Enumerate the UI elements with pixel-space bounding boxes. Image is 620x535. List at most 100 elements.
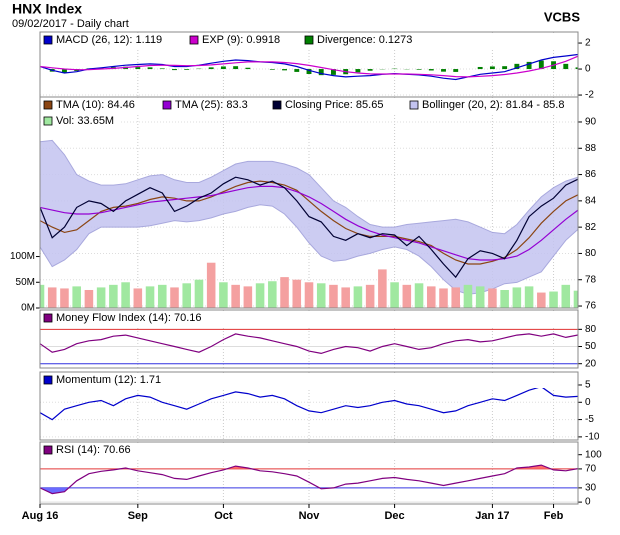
plot-area bbox=[40, 372, 578, 440]
legend-swatch bbox=[189, 35, 199, 45]
volume-bar bbox=[463, 284, 473, 308]
volume-bar bbox=[353, 286, 363, 308]
y-tick-label: 76 bbox=[585, 301, 597, 312]
y-tick-label: 30 bbox=[585, 483, 597, 494]
y-tick-label: 5 bbox=[585, 380, 591, 391]
legend-bg bbox=[41, 373, 577, 388]
y-tick-label: 82 bbox=[585, 222, 597, 233]
volume-bar bbox=[500, 289, 509, 308]
volume-bar bbox=[537, 292, 546, 308]
legend-label: Bollinger (20, 2): 81.84 - 85.8 bbox=[422, 99, 564, 111]
y-tick-label: 80 bbox=[585, 248, 597, 259]
legend-label: TMA (25): 83.3 bbox=[175, 99, 248, 111]
volume-bar bbox=[390, 282, 399, 308]
volume-bar bbox=[426, 286, 436, 308]
volume-bar bbox=[109, 284, 118, 308]
divergence-bar bbox=[172, 69, 177, 71]
volume-bar bbox=[84, 289, 94, 308]
volume-bar bbox=[524, 286, 534, 308]
volume-bar bbox=[402, 284, 412, 308]
chart-subtitle: 09/02/2017 - Daily chart bbox=[12, 18, 129, 30]
y-tick-label: -10 bbox=[585, 432, 600, 443]
x-tick-label: Nov bbox=[299, 510, 321, 522]
divergence-bar bbox=[135, 67, 141, 70]
divergence-bar bbox=[159, 68, 165, 70]
volume-bar bbox=[316, 283, 326, 308]
plot-area bbox=[40, 97, 578, 308]
volume-bar bbox=[60, 288, 69, 308]
volume-bar bbox=[573, 290, 578, 308]
x-tick-label: Aug 16 bbox=[22, 510, 59, 522]
volume-bar bbox=[451, 287, 461, 308]
bollinger-band bbox=[40, 139, 578, 295]
series-line bbox=[40, 55, 578, 78]
x-tick-label: Feb bbox=[544, 510, 564, 522]
legend-swatch bbox=[43, 116, 53, 126]
x-tick-label: Jan 17 bbox=[475, 510, 509, 522]
legend-label: Closing Price: 85.65 bbox=[285, 99, 383, 111]
volume-bar bbox=[304, 282, 314, 308]
legend-swatch bbox=[43, 35, 53, 45]
volume-bar bbox=[365, 284, 375, 308]
volume-bar bbox=[170, 287, 179, 308]
divergence-bar bbox=[233, 66, 239, 70]
divergence-bar bbox=[245, 67, 251, 70]
y-tick-label: 80 bbox=[585, 324, 597, 335]
y-tick-label: -2 bbox=[585, 90, 594, 101]
y-tick-label: 20 bbox=[585, 358, 597, 369]
divergence-bar bbox=[477, 66, 483, 70]
volume-bar bbox=[145, 286, 155, 308]
divergence-bar bbox=[294, 69, 300, 72]
volume-bar bbox=[280, 277, 289, 308]
volume-bar bbox=[182, 283, 192, 308]
volume-bar bbox=[121, 282, 130, 308]
divergence-bar bbox=[306, 69, 312, 74]
panel-border bbox=[39, 309, 579, 369]
y-tick-label: 50 bbox=[585, 341, 597, 352]
chart-source: VCBS bbox=[544, 9, 580, 24]
divergence-bar bbox=[575, 67, 578, 70]
legend-swatch bbox=[304, 35, 314, 45]
volume-bar bbox=[488, 288, 497, 308]
legend-label: Vol: 33.65M bbox=[56, 115, 114, 127]
legend-swatch bbox=[43, 313, 53, 323]
y-tick-label: 2 bbox=[585, 38, 591, 49]
x-tick-label: Oct bbox=[214, 510, 233, 522]
legend-bg bbox=[41, 98, 577, 113]
divergence-bar bbox=[318, 69, 324, 76]
divergence-bar bbox=[331, 69, 336, 75]
volume-bar bbox=[292, 279, 302, 308]
volume-bar bbox=[439, 288, 448, 308]
legend-bg bbox=[41, 114, 121, 129]
series-line bbox=[40, 185, 578, 261]
chart-title: HNX Index bbox=[12, 1, 82, 17]
divergence-bar bbox=[563, 63, 569, 70]
divergence-bar bbox=[220, 66, 226, 70]
series-line bbox=[40, 386, 578, 421]
divergence-bar bbox=[355, 69, 361, 73]
legend-bg bbox=[41, 311, 577, 326]
panel-border bbox=[39, 371, 579, 441]
volume-bar bbox=[157, 284, 167, 308]
volume-bar bbox=[96, 287, 106, 308]
divergence-bar bbox=[441, 69, 446, 72]
volume-bar bbox=[341, 287, 350, 308]
y-tick-label: 0 bbox=[585, 397, 591, 408]
legend-swatch bbox=[43, 375, 53, 385]
volume-bar bbox=[512, 287, 522, 308]
volume-bar bbox=[329, 284, 338, 308]
volume-bar bbox=[72, 286, 81, 308]
series-line bbox=[40, 180, 578, 265]
legend-swatch bbox=[272, 100, 282, 110]
y-tick-label: 90 bbox=[585, 117, 597, 128]
divergence-bar bbox=[526, 61, 532, 70]
volume-bar bbox=[206, 262, 216, 308]
legend-swatch bbox=[43, 100, 53, 110]
y-tick-label: 100 bbox=[585, 449, 602, 460]
y-tick-label: 84 bbox=[585, 195, 597, 206]
volume-bar bbox=[219, 282, 228, 308]
legend-label: EXP (9): 0.9918 bbox=[202, 34, 280, 46]
volume-bar bbox=[475, 286, 485, 308]
divergence-bar bbox=[538, 60, 544, 70]
